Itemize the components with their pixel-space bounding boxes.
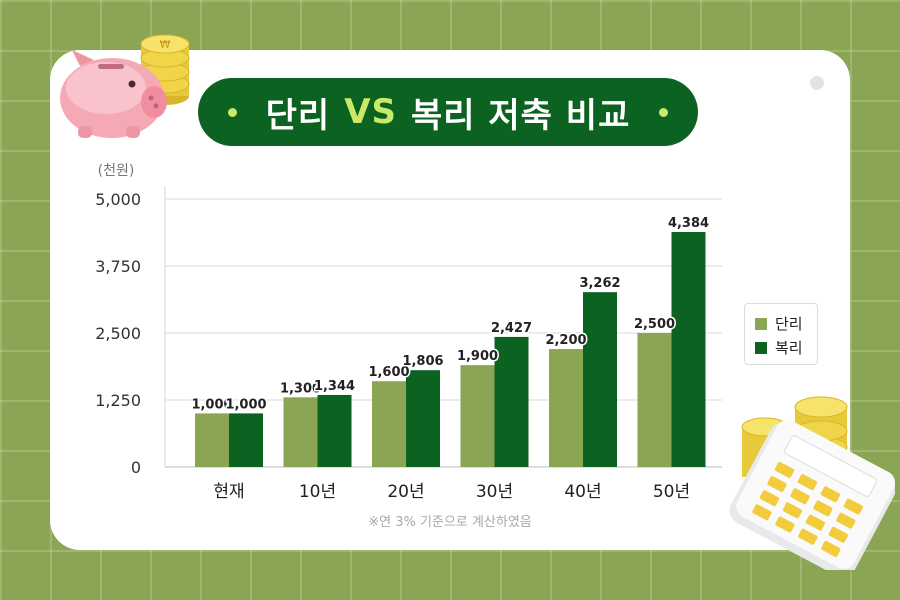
x-tick-label: 20년 bbox=[387, 482, 424, 502]
bar-compound bbox=[671, 232, 706, 467]
x-tick-label: 10년 bbox=[299, 482, 336, 502]
bars bbox=[195, 232, 706, 467]
legend-swatch-simple bbox=[755, 317, 767, 330]
x-axis-ticks: 현재 10년 20년 30년 40년 50년 bbox=[213, 482, 690, 502]
y-tick-label: 5,000 bbox=[95, 190, 141, 209]
y-tick-label: 3,750 bbox=[95, 257, 141, 276]
y-tick-label: 2,500 bbox=[95, 324, 141, 343]
data-label: 1,300 bbox=[280, 381, 321, 396]
bar-compound bbox=[406, 370, 440, 467]
bar-simple bbox=[283, 397, 318, 467]
data-label: 4,384 bbox=[668, 216, 709, 231]
data-label: 1,806 bbox=[402, 354, 443, 369]
title-left: 단리 bbox=[265, 95, 331, 136]
data-label: 2,200 bbox=[545, 333, 586, 348]
bar-simple bbox=[637, 333, 672, 467]
piggy-bank-icon: ₩ bbox=[60, 34, 190, 138]
data-label: 1,000 bbox=[225, 397, 266, 412]
bar-simple bbox=[460, 365, 495, 467]
bar-simple bbox=[195, 413, 229, 467]
legend-label-compound: 복리 bbox=[775, 339, 803, 357]
bar-compound bbox=[494, 336, 529, 467]
data-label: 2,500 bbox=[634, 317, 675, 332]
data-label: 2,427 bbox=[491, 321, 532, 336]
bar-compound bbox=[583, 292, 617, 467]
legend-item-compound: 복리 bbox=[755, 337, 803, 358]
data-label: 1,000 bbox=[191, 397, 232, 412]
data-label: 3,262 bbox=[579, 276, 620, 291]
data-label: 1,600 bbox=[368, 365, 409, 380]
x-tick-label: 30년 bbox=[476, 482, 513, 502]
legend-item-simple: 단리 bbox=[755, 313, 803, 334]
calculator-icon bbox=[729, 396, 895, 570]
y-tick-label: 1,250 bbox=[95, 391, 141, 410]
y-tick-label: 0 bbox=[131, 458, 141, 477]
y-axis-ticks: 0 1,250 2,500 3,750 5,000 bbox=[95, 190, 141, 477]
legend-label-simple: 단리 bbox=[775, 315, 803, 333]
bar-compound bbox=[317, 394, 352, 467]
title-dot-left bbox=[228, 108, 237, 117]
bar-simple bbox=[372, 381, 406, 467]
chart-title: 단리 VS 복리 저축 비교 bbox=[198, 78, 698, 146]
data-label: 1,344 bbox=[314, 379, 355, 394]
card-corner-dot bbox=[810, 76, 824, 90]
legend-swatch-compound bbox=[755, 341, 767, 354]
x-tick-label: 50년 bbox=[653, 482, 690, 502]
x-tick-label: 40년 bbox=[564, 482, 601, 502]
bar-simple bbox=[549, 349, 583, 467]
data-label: 1,900 bbox=[457, 349, 498, 364]
title-right: 복리 저축 비교 bbox=[411, 95, 631, 136]
x-tick-label: 현재 bbox=[213, 482, 244, 502]
bar-compound bbox=[229, 413, 263, 467]
title-vs: VS bbox=[344, 92, 397, 132]
legend: 단리 복리 bbox=[744, 303, 818, 365]
svg-text:₩: ₩ bbox=[160, 38, 171, 51]
title-dot-right bbox=[659, 108, 668, 117]
y-axis-label: (천원) bbox=[98, 163, 135, 179]
footnote: ※연 3% 기준으로 계산하였음 bbox=[368, 515, 532, 530]
